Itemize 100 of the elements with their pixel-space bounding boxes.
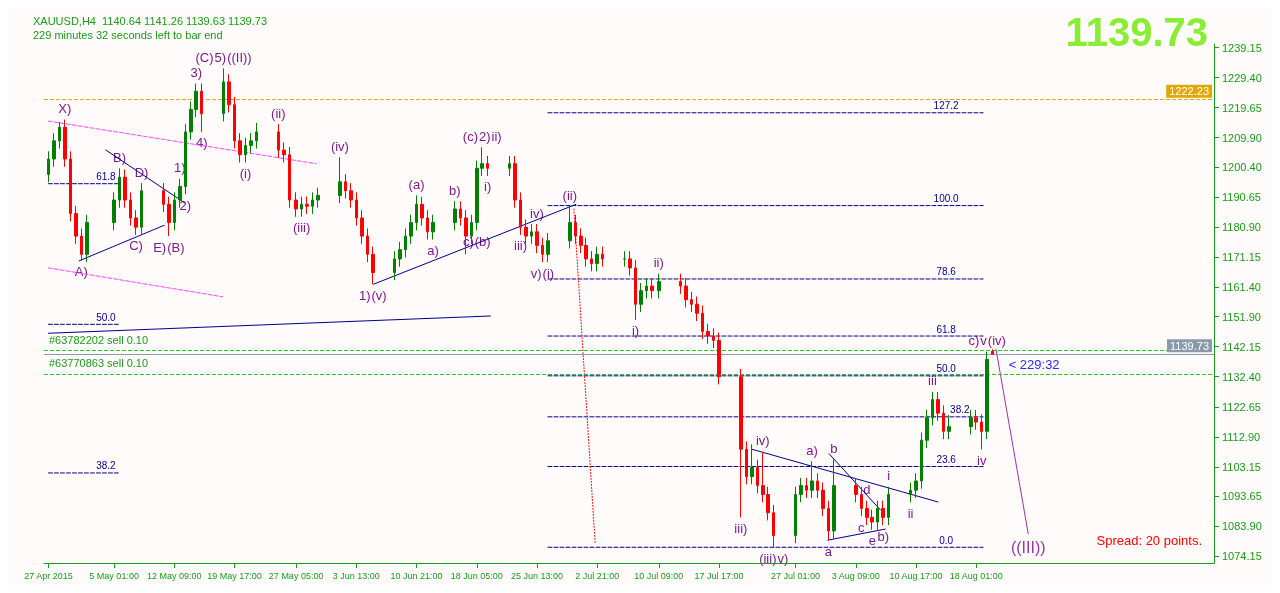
annotation: e: [868, 533, 876, 549]
candlestick: [887, 486, 890, 526]
candlestick: [679, 273, 682, 295]
candlestick: [80, 227, 83, 262]
candlestick: [881, 500, 885, 526]
candlestick: [404, 227, 407, 258]
annotation: (ii): [271, 105, 286, 121]
annotation: (iii): [759, 551, 777, 567]
candlestick: [360, 209, 364, 245]
candlestick: [876, 500, 879, 531]
candlestick: [860, 486, 863, 517]
y-tick-label: 1180.90: [1222, 221, 1261, 234]
x-tick-label: 18 Aug 01:00: [949, 570, 1003, 581]
candlestick: [657, 273, 661, 299]
annotation: (C): [195, 49, 214, 65]
candlestick: [486, 155, 489, 177]
candlestick: [255, 122, 258, 150]
candlestick: [634, 259, 637, 321]
candlestick: [244, 137, 247, 163]
y-tick-label: 1239.15: [1222, 41, 1262, 54]
x-tick-label: 10 Jul 09:00: [634, 570, 684, 581]
candlestick: [74, 205, 78, 245]
annotation: 23.6: [936, 453, 957, 465]
candlestick: [134, 209, 138, 236]
annotation: 61.8: [936, 323, 957, 335]
candlestick: [227, 73, 231, 113]
candlestick: [854, 477, 858, 503]
x-tick-label: 19 May 17:00: [207, 570, 262, 581]
y-tick-label: 1074.15: [1222, 550, 1262, 563]
candlestick: [772, 504, 775, 549]
candlestick: [650, 277, 654, 299]
y-tick-label: 1142.15: [1222, 340, 1261, 353]
annotation: 127.2: [933, 100, 960, 112]
chart-title: XAUUSD,H4 1140.64 1141.26 1139.63 1139.73: [33, 14, 268, 27]
candlestick: [969, 409, 973, 435]
annotation: i): [484, 179, 492, 195]
y-tick-label: 1200.40: [1222, 161, 1262, 174]
candlestick: [371, 246, 375, 285]
annotation: 1): [358, 287, 371, 303]
candlestick: [546, 232, 550, 263]
annotation: 100.0: [933, 193, 960, 205]
candlestick: [706, 323, 710, 345]
candlestick: [623, 250, 626, 268]
candlestick: [684, 277, 688, 308]
annotation: (iv): [987, 333, 1006, 349]
y-tick-label: 1122.65: [1222, 400, 1261, 413]
candlestick: [277, 123, 280, 159]
annotation: v): [530, 265, 542, 281]
candlestick: [311, 191, 314, 215]
x-tick-label: 27 Apr 2015: [24, 570, 73, 581]
candlestick: [282, 141, 286, 163]
x-tick-label: 3 Jun 13:00: [332, 570, 380, 581]
annotation: (B): [167, 239, 185, 255]
annotation: ii): [653, 255, 664, 271]
candlestick: [47, 150, 50, 183]
y-tick-label: 1190.65: [1222, 191, 1261, 204]
x-tick-label: 10 Jun 21:00: [390, 570, 443, 581]
x-tick-label: 17 Jul 17:00: [694, 570, 744, 581]
candlestick: [393, 250, 396, 281]
candlestick: [184, 123, 187, 195]
y-tick-label: 1161.40: [1222, 281, 1261, 294]
candlestick: [294, 191, 298, 218]
ref-line-label: #63770863 sell 0.10: [49, 357, 149, 370]
candlestick: [985, 351, 989, 440]
ref-line-label: #63782202 sell 0.10: [49, 333, 149, 346]
candlestick: [238, 132, 242, 163]
candlestick: [925, 409, 929, 449]
candlestick: [459, 200, 462, 227]
candlestick: [366, 227, 369, 263]
candlestick: [909, 482, 912, 503]
x-tick-label: 27 Jul 01:00: [771, 570, 821, 581]
annotation: X): [58, 101, 72, 117]
candlestick: [690, 291, 693, 313]
ref-line-label: 1222.23: [1169, 85, 1209, 98]
candlestick: [701, 305, 704, 340]
annotation: b: [830, 440, 838, 456]
candlestick: [118, 167, 121, 209]
annotation: 2): [478, 128, 491, 144]
candlestick: [508, 155, 511, 177]
annotation: ((II)): [227, 49, 252, 65]
candlestick: [355, 191, 358, 227]
x-tick-label: 12 May 09:00: [147, 570, 202, 581]
annotation: i: [887, 468, 891, 484]
annotation: 38.2: [950, 404, 970, 416]
candlestick: [530, 223, 533, 245]
annotation: i): [631, 323, 640, 339]
annotation: 5): [214, 49, 227, 65]
candlestick: [794, 486, 797, 544]
annotation: (a): [408, 176, 425, 192]
annotation: 50.0: [96, 311, 117, 323]
x-tick-label: 3 Aug 09:00: [831, 570, 880, 581]
candlestick: [513, 155, 517, 209]
x-tick-label: 10 Aug 17:00: [889, 570, 943, 581]
candlestick: [233, 96, 236, 150]
annotation: (iv): [330, 138, 349, 154]
candlestick: [162, 182, 165, 213]
y-tick-label: 1132.40: [1222, 370, 1261, 383]
candlestick: [409, 214, 413, 245]
x-tick-label: 25 Jun 13:00: [510, 570, 563, 581]
candlestick: [827, 500, 830, 541]
